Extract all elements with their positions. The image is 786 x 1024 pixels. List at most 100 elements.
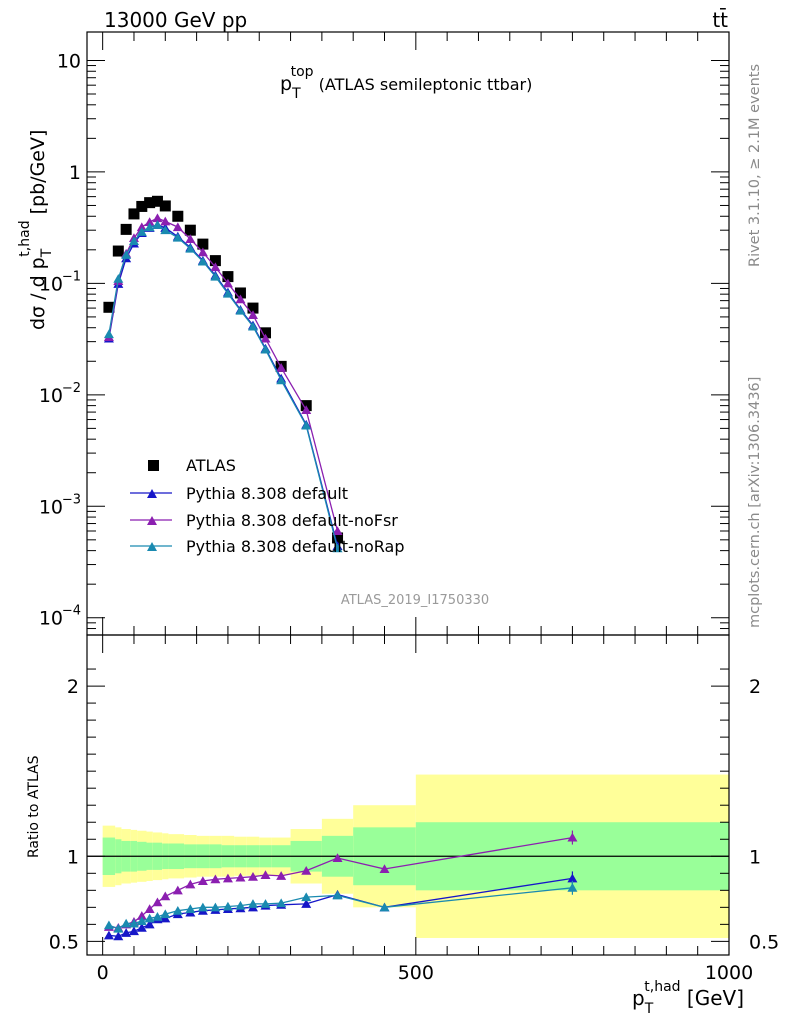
ratio-series-marker-2 — [144, 913, 155, 923]
energy-label: 13000 GeV pp — [104, 8, 247, 32]
ratio-series-marker-2 — [197, 902, 208, 912]
ratio-series-marker-2 — [185, 904, 196, 914]
ratio-series-marker-1 — [260, 870, 271, 879]
atlas-data-point — [151, 195, 163, 207]
legend: ATLAS Pythia 8.308 default Pythia 8.308 … — [130, 456, 404, 556]
ratio-series-marker-1 — [152, 897, 163, 907]
ratio-series-marker-2 — [152, 911, 163, 921]
ratio-series-marker-2 — [276, 898, 287, 908]
mc-series-marker-2 — [136, 222, 147, 232]
ratio-y-tick-label-right: 2 — [749, 676, 761, 698]
mc-series-marker-3 — [113, 274, 124, 283]
atlas-data-point — [136, 200, 148, 212]
mc-series-marker-2 — [144, 217, 155, 227]
mc-series-marker-3 — [210, 271, 221, 281]
ratio-series-marker-2 — [301, 892, 312, 902]
x-tick-label: 500 — [398, 962, 434, 984]
mc-series-marker-2 — [332, 526, 343, 536]
atlas-data-point — [144, 197, 156, 209]
mc-series-marker-3 — [103, 329, 114, 339]
main-y-tick-label: 10 — [39, 608, 63, 630]
ratio-series-marker-0 — [136, 923, 147, 932]
ratio-series-marker-1 — [235, 872, 246, 882]
title-rest: (ATLAS semileptonic ttbar) — [314, 75, 533, 94]
atlas-data-point — [332, 532, 344, 544]
ratio-series-marker-2 — [379, 902, 390, 912]
ratio-series-marker-2 — [260, 899, 271, 908]
ratio-series-marker-1 — [332, 853, 343, 862]
ratio-y-tick-label-left: 2 — [67, 676, 79, 698]
title-sub: T — [291, 86, 301, 102]
mc-series-marker-2 — [276, 362, 287, 372]
main-y-tick-exponent: −2 — [62, 381, 81, 396]
mc-series-marker-3 — [276, 375, 287, 385]
main-y-label: dσ / d pTt,had [pb/GeV] — [17, 130, 55, 330]
mc-series-marker-3 — [247, 321, 258, 331]
analysis-label: ATLAS_2019_I1750330 — [341, 593, 489, 608]
ratio-series-marker-1 — [172, 885, 183, 895]
x-label-sub: T — [644, 1001, 654, 1017]
ratio-y-tick-label-left: 0.5 — [49, 931, 79, 953]
mc-series-marker-3 — [172, 232, 183, 242]
atlas-data-point — [120, 223, 132, 235]
mc-series-marker-2 — [235, 294, 246, 304]
x-label-rest: [GeV] — [681, 986, 744, 1010]
ratio-y-tick-label-right: 1 — [749, 846, 761, 868]
ratio-series-marker-1 — [160, 891, 171, 901]
mc-series-marker-3 — [128, 236, 139, 245]
mc-series-marker-3 — [301, 420, 312, 430]
mc-series-marker-2 — [197, 247, 208, 257]
main-y-tick-exponent: −1 — [62, 269, 81, 284]
ratio-series-marker-2 — [235, 900, 246, 910]
mc-series-marker-3 — [260, 344, 271, 354]
ratio-series-marker-1 — [197, 876, 208, 885]
legend-label-atlas: ATLAS — [186, 456, 236, 475]
ratio-series-marker-2 — [172, 905, 183, 915]
ratio-series-marker-2 — [222, 901, 233, 911]
ratio-series-marker-1 — [144, 904, 155, 914]
mcplots-label: mcplots.cern.ch [arXiv:1306.3436] — [747, 377, 763, 628]
mc-series-marker-2 — [247, 310, 258, 320]
mc-series-marker-2 — [301, 405, 312, 415]
atlas-data-point — [159, 200, 171, 212]
mc-series-marker-3 — [160, 225, 171, 235]
x-tick-label: 1000 — [705, 962, 753, 984]
atlas-data-point — [112, 245, 124, 257]
x-label-p: p — [632, 986, 645, 1010]
legend-marker-norap — [147, 542, 157, 551]
ratio-series-marker-0 — [301, 899, 312, 908]
mc-series-marker-3 — [144, 222, 155, 232]
ratio-series-marker-2 — [160, 909, 171, 919]
mc-series-marker-3 — [136, 227, 147, 236]
mc-series-marker-3 — [121, 250, 132, 259]
mc-series-marker-2 — [172, 222, 183, 232]
ratio-frame — [86, 634, 730, 956]
atlas-data-point — [103, 301, 115, 313]
main-y-tick-label: 10 — [39, 273, 63, 295]
title-sup: top — [291, 64, 314, 80]
ratio-series-marker-1 — [301, 865, 312, 875]
atlas-data-point — [260, 327, 272, 339]
title-p: p — [280, 73, 292, 95]
mc-series-marker-3 — [332, 543, 343, 553]
ratio-series-marker-2 — [128, 918, 139, 928]
atlas-data-point — [222, 271, 234, 283]
ratio-series-marker-0 — [144, 919, 155, 929]
ratio-series-marker-1 — [185, 879, 196, 889]
mc-series-marker-3 — [152, 220, 163, 229]
ratio-series-marker-2 — [113, 923, 124, 933]
ratio-ticks: 2 2 1 1 0.5 0.5 0 500 1000 — [49, 635, 779, 984]
atlas-data-point — [184, 224, 196, 236]
mc-series-marker-2 — [160, 216, 171, 226]
x-label-sup: t,had — [644, 979, 680, 995]
main-y-tick-label: 10 — [39, 496, 63, 518]
ratio-series-marker-2 — [103, 920, 114, 930]
main-title: pTtop (ATLAS semileptonic ttbar) — [280, 64, 532, 102]
ratio-series-marker-1 — [136, 911, 147, 920]
ratio-series-marker-0 — [128, 926, 139, 936]
mc-series-marker-2 — [210, 262, 221, 272]
mc-series-marker-2 — [222, 278, 233, 288]
ratio-y-tick-label-right: 0.5 — [749, 931, 779, 953]
ratio-panel: 2 2 1 1 0.5 0.5 0 500 1000 Ratio to ATLAS pTt,ha… — [26, 634, 779, 1017]
